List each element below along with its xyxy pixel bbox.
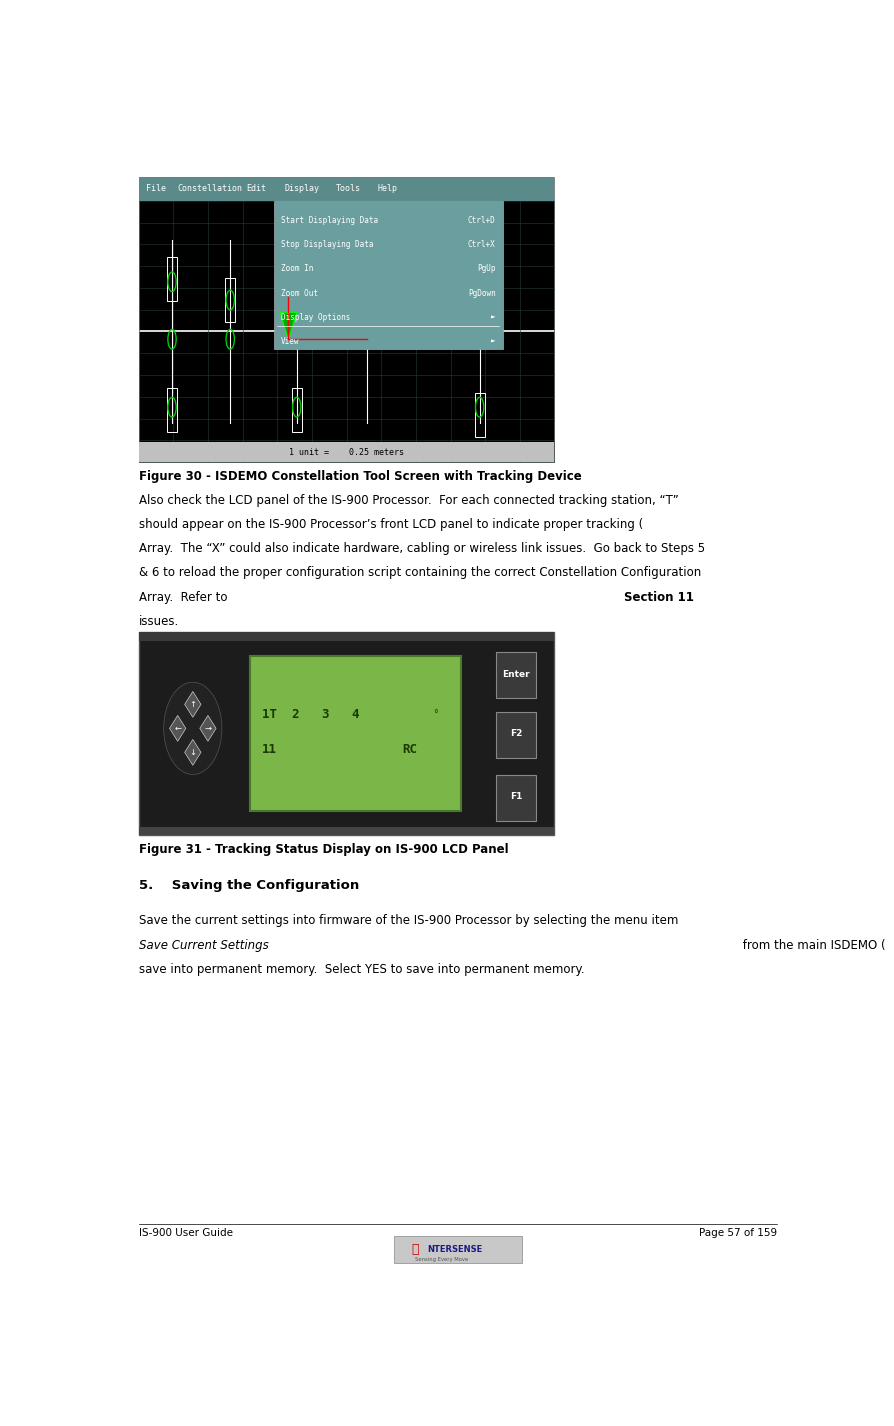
Bar [139, 632, 554, 642]
Bar [274, 201, 502, 349]
Text: ↑: ↑ [190, 700, 197, 709]
Text: Save the current settings into firmware of the IS-900 Processor by selecting the: Save the current settings into firmware … [139, 914, 682, 927]
Text: Array.  The “X” could also indicate hardware, cabling or wireless link issues.  : Array. The “X” could also indicate hardw… [139, 542, 705, 555]
Text: °: ° [434, 709, 438, 719]
Text: File: File [146, 184, 165, 193]
Text: 11: 11 [262, 743, 277, 756]
Text: Constellation: Constellation [177, 184, 242, 193]
Polygon shape [280, 312, 297, 339]
Bar [167, 257, 177, 301]
Text: ←: ← [174, 724, 181, 733]
Text: save into permanent memory.  Select YES to save into permanent memory.: save into permanent memory. Select YES t… [139, 963, 585, 975]
Text: Edit: Edit [246, 184, 266, 193]
FancyBboxPatch shape [495, 712, 536, 759]
Text: 1 unit =    0.25 meters: 1 unit = 0.25 meters [289, 448, 404, 456]
Bar [249, 656, 461, 811]
Text: Also check the LCD panel of the IS-900 Processor.  For each connected tracking s: Also check the LCD panel of the IS-900 P… [139, 493, 679, 506]
Bar [291, 388, 301, 432]
Text: IS-900 User Guide: IS-900 User Guide [139, 1228, 232, 1238]
Text: Enter: Enter [502, 670, 530, 679]
Text: PgDown: PgDown [468, 288, 495, 298]
Text: Display Options: Display Options [281, 312, 350, 322]
Text: 1T  2   3   4: 1T 2 3 4 [262, 707, 359, 720]
Bar [139, 177, 554, 201]
FancyBboxPatch shape [495, 776, 536, 821]
Polygon shape [199, 716, 216, 742]
Text: Start Displaying Data: Start Displaying Data [281, 215, 378, 225]
Text: Ctrl+X: Ctrl+X [468, 240, 495, 250]
Text: RC: RC [402, 743, 417, 756]
Text: PgUp: PgUp [477, 264, 495, 274]
Text: Display: Display [284, 184, 319, 193]
Polygon shape [185, 692, 201, 717]
Text: F2: F2 [510, 729, 523, 739]
Bar [139, 827, 554, 836]
Bar [139, 442, 554, 462]
Bar [475, 394, 485, 436]
Text: Array.  Refer to: Array. Refer to [139, 590, 232, 603]
Text: ⓘ: ⓘ [411, 1243, 419, 1256]
Text: Figure 30 - ISDEMO Constellation Tool Screen with Tracking Device: Figure 30 - ISDEMO Constellation Tool Sc… [139, 469, 582, 483]
Bar [394, 1236, 522, 1262]
Polygon shape [185, 740, 201, 766]
Text: should appear on the IS-900 Processor’s front LCD panel to indicate proper track: should appear on the IS-900 Processor’s … [139, 518, 643, 530]
Text: Sensing Every Move: Sensing Every Move [415, 1258, 468, 1262]
Bar [139, 632, 554, 836]
Text: Ctrl+D: Ctrl+D [468, 215, 495, 225]
Text: Page 57 of 159: Page 57 of 159 [699, 1228, 778, 1238]
Text: F1: F1 [510, 793, 523, 801]
Text: ↓: ↓ [190, 747, 197, 757]
Text: Zoom Out: Zoom Out [281, 288, 317, 298]
FancyBboxPatch shape [495, 652, 536, 699]
Text: Stop Displaying Data: Stop Displaying Data [281, 240, 374, 250]
Text: Save Current Settings: Save Current Settings [139, 938, 268, 951]
Bar [363, 262, 372, 307]
Bar [225, 278, 235, 322]
Text: 5.    Saving the Configuration: 5. Saving the Configuration [139, 880, 359, 893]
Text: & 6 to reload the proper configuration script containing the correct Constellati: & 6 to reload the proper configuration s… [139, 566, 701, 579]
Text: ►: ► [491, 312, 495, 322]
Text: Figure 31 - Tracking Status Display on IS-900 LCD Panel: Figure 31 - Tracking Status Display on I… [139, 843, 509, 856]
Text: Tools: Tools [336, 184, 361, 193]
Text: ►: ► [491, 337, 495, 347]
Bar [291, 262, 301, 307]
Polygon shape [170, 716, 186, 742]
Text: Zoom In: Zoom In [281, 264, 313, 274]
Text: →: → [205, 724, 212, 733]
Text: View: View [281, 337, 299, 347]
Text: Section 11: Section 11 [624, 590, 695, 603]
Bar [167, 388, 177, 432]
Bar [139, 177, 554, 462]
Text: from the main ISDEMO (: from the main ISDEMO ( [738, 938, 885, 951]
Text: Help: Help [378, 184, 398, 193]
Text: issues.: issues. [139, 615, 179, 627]
Circle shape [164, 682, 222, 774]
Text: NTERSENSE: NTERSENSE [427, 1245, 482, 1253]
Bar [475, 271, 485, 314]
